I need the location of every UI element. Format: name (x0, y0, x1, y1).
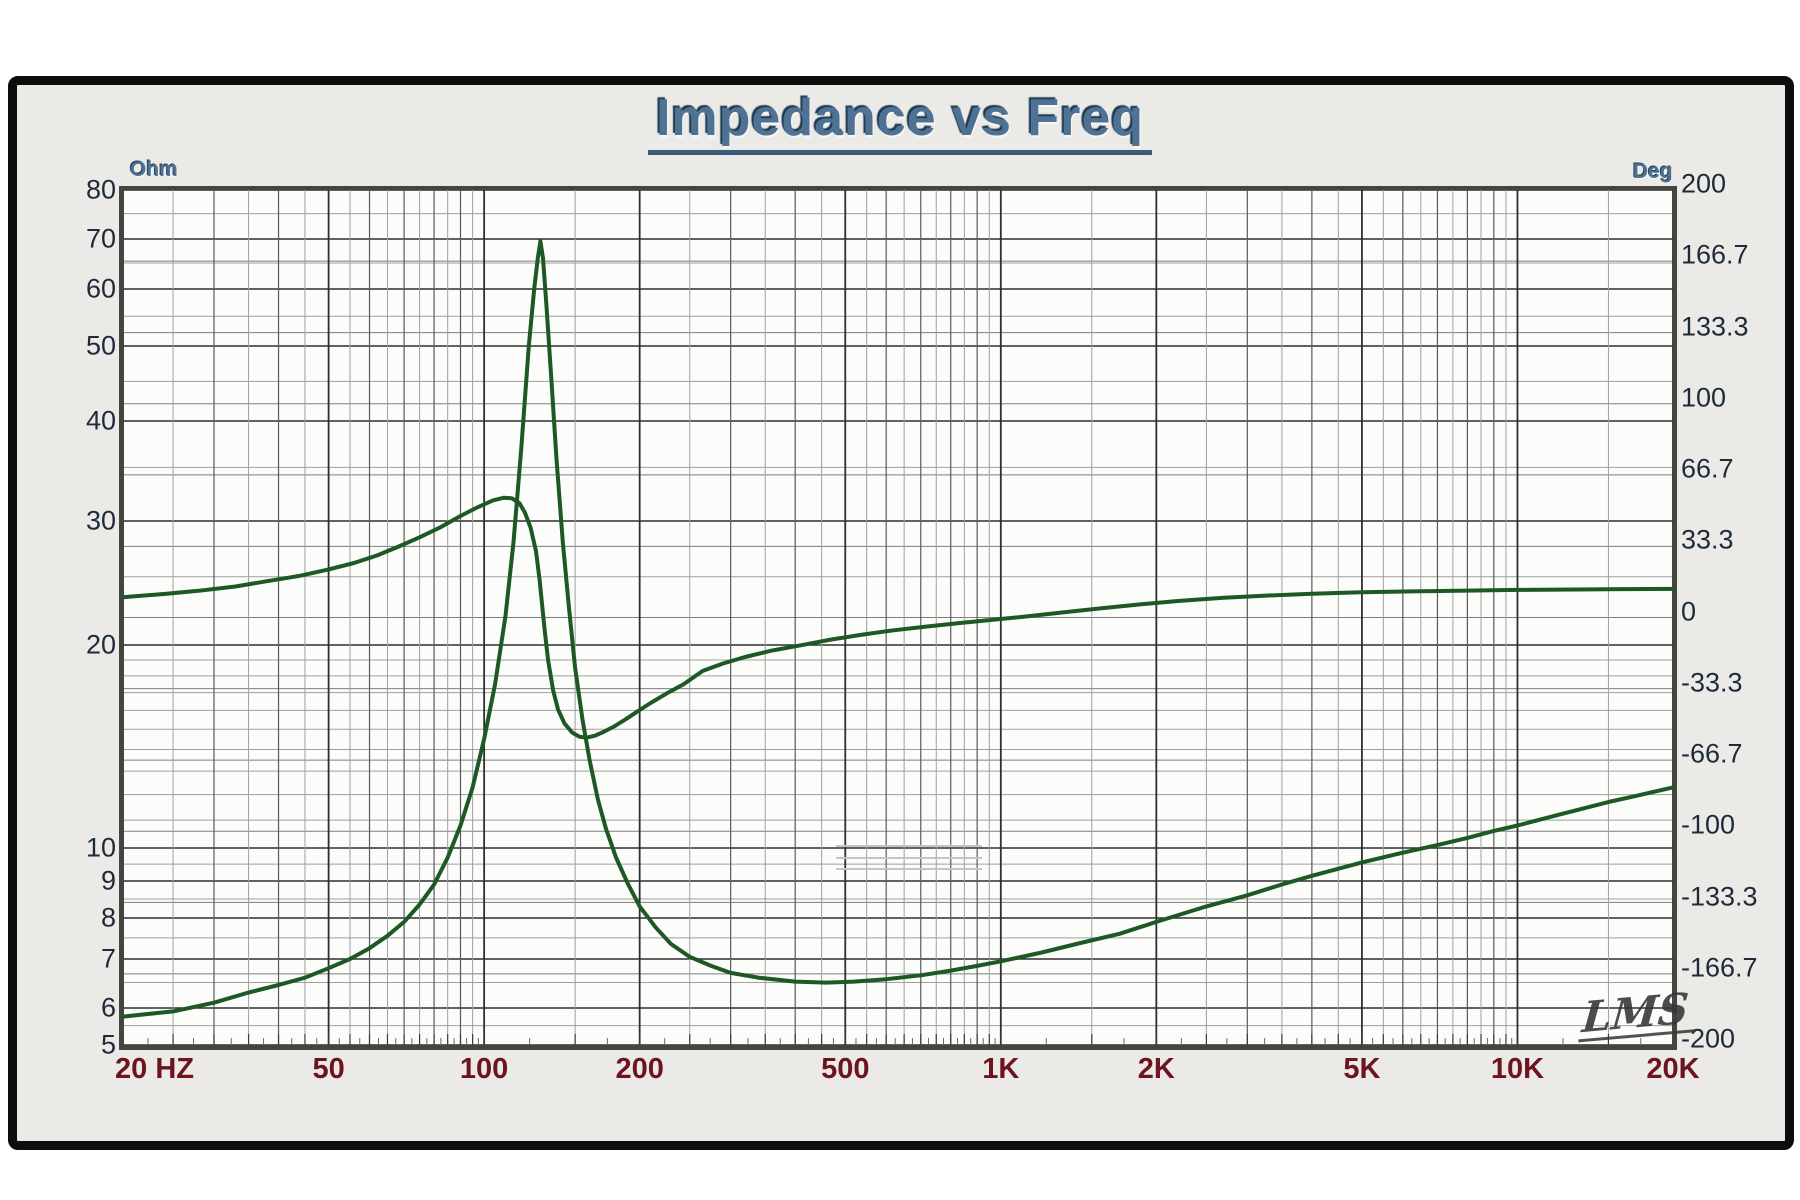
y-right-tick-label: 133.3 (1681, 311, 1749, 341)
x-axis-tick-label: 100 (459, 1053, 509, 1085)
x-axis-tick-label: 5K (1343, 1053, 1381, 1085)
y-left-tick-label: 5 (100, 1029, 116, 1060)
y-right-tick-label: 66.7 (1681, 453, 1734, 484)
y-right-tick-label: 200 (1681, 168, 1727, 199)
x-axis-tick-label: 1K (982, 1053, 1020, 1085)
left-axis-unit-label: Ohm (130, 158, 178, 181)
x-axis-tick-label: 50 (312, 1053, 345, 1085)
x-axis-tick-label: 20K (1646, 1053, 1700, 1085)
x-axis-tick-label: 2K (1137, 1053, 1175, 1085)
y-right-tick-label: -200 (1681, 1023, 1736, 1054)
y-right-tick-label: -166.7 (1681, 952, 1758, 983)
plot-area (123, 190, 1673, 1045)
right-axis-unit-label: Deg (1633, 160, 1673, 183)
y-left-tick-label: 40 (85, 405, 116, 436)
y-left-tick-label: 50 (85, 330, 116, 361)
y-left-tick-label: 10 (85, 832, 116, 863)
y-left-tick-label: 20 (85, 629, 116, 660)
y-left-tick-label: 6 (100, 992, 116, 1023)
y-left-tick-label: 80 (85, 174, 116, 205)
y-right-tick-label: -33.3 (1681, 667, 1743, 698)
y-right-tick-label: 100 (1681, 382, 1727, 413)
x-axis-tick-label: 20 HZ (115, 1053, 194, 1085)
y-right-tick-label: 33.3 (1681, 524, 1734, 555)
x-axis-tick-label: 10K (1490, 1053, 1545, 1085)
y-left-tick-label: 9 (100, 865, 116, 896)
y-left-tick-label: 7 (100, 943, 116, 974)
y-right-tick-label: 166.7 (1681, 239, 1749, 270)
y-right-tick-label: 0 (1681, 596, 1697, 626)
y-right-tick-label: -100 (1681, 809, 1736, 840)
page-title: Impedance vs Freq (647, 88, 1153, 155)
y-right-tick-label: -133.3 (1681, 881, 1758, 911)
x-axis-tick-label: 200 (615, 1053, 664, 1085)
y-left-tick-label: 30 (85, 505, 116, 536)
y-right-tick-label: -66.7 (1681, 738, 1743, 769)
y-left-tick-label: 60 (85, 273, 116, 304)
x-axis-tick-label: 500 (821, 1053, 870, 1085)
y-left-tick-label: 70 (85, 223, 116, 254)
y-left-tick-label: 8 (100, 902, 116, 933)
